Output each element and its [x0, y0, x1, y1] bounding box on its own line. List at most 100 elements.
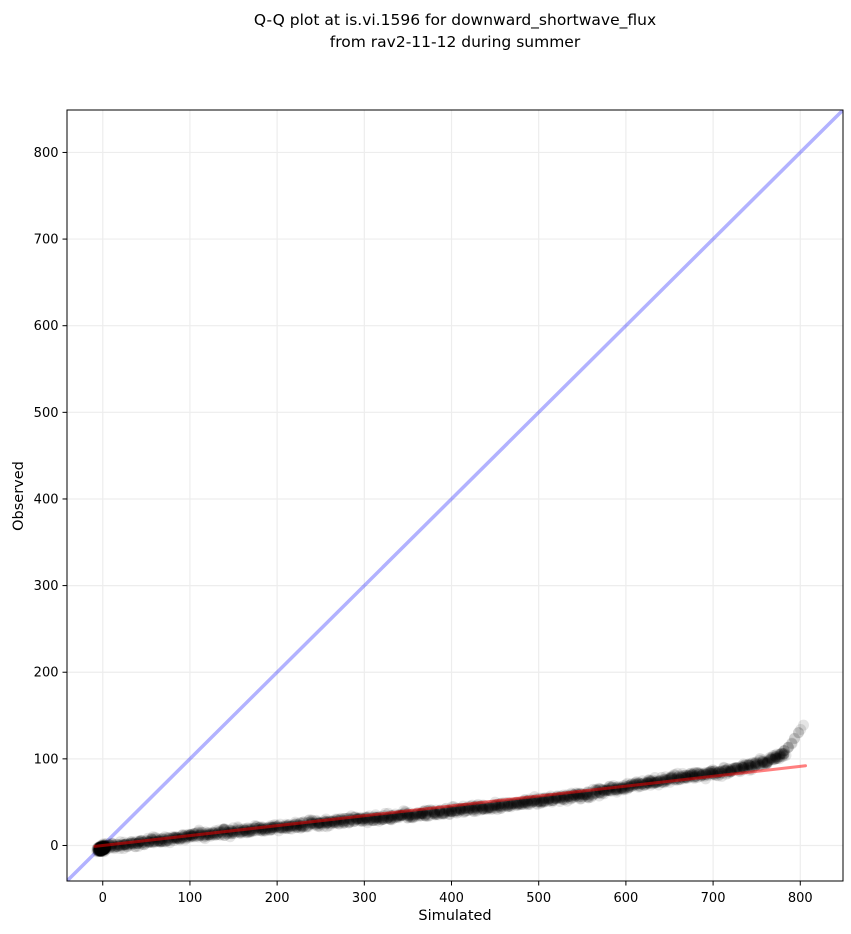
data-point	[95, 845, 107, 857]
data-point	[502, 798, 514, 810]
x-tick-label: 0	[99, 891, 107, 906]
data-point	[457, 804, 468, 816]
data-point	[324, 820, 336, 832]
data-point	[757, 755, 769, 767]
chart-title: Q-Q plot at is.vi.1596 for downward_shor…	[67, 9, 843, 53]
data-point	[737, 762, 749, 773]
data-point	[761, 756, 773, 768]
data-point	[314, 821, 326, 833]
data-point	[130, 841, 142, 853]
data-point	[762, 755, 774, 767]
x-tick-label: 200	[265, 891, 290, 906]
data-point	[770, 751, 782, 763]
data-point	[480, 801, 492, 813]
x-tick-label: 400	[439, 891, 464, 906]
data-point	[118, 843, 130, 855]
data-point	[513, 797, 525, 809]
data-point	[758, 757, 770, 769]
data-point	[422, 810, 434, 822]
data-point	[789, 732, 801, 744]
data-point	[377, 813, 389, 825]
data-point	[433, 809, 445, 821]
data-point	[476, 803, 488, 815]
data-point	[598, 788, 610, 800]
data-point	[375, 814, 387, 826]
data-point	[333, 818, 345, 830]
data-point	[430, 808, 442, 820]
data-point	[745, 760, 757, 772]
data-point	[384, 813, 396, 825]
data-point	[376, 814, 388, 826]
data-point	[461, 805, 473, 817]
data-point	[114, 843, 126, 854]
data-point	[489, 800, 501, 812]
data-point	[707, 765, 719, 777]
data-point	[98, 844, 110, 856]
data-point	[528, 796, 540, 807]
data-point	[490, 800, 502, 812]
data-point	[521, 797, 533, 809]
data-point	[504, 800, 516, 812]
data-point	[554, 793, 566, 805]
data-point	[743, 758, 755, 770]
data-point	[788, 733, 800, 745]
data-point	[743, 759, 754, 771]
data-point	[389, 811, 401, 823]
data-point	[773, 751, 785, 763]
y-tick-label: 600	[34, 319, 59, 334]
data-point	[778, 750, 790, 762]
data-point	[550, 793, 562, 805]
data-point	[438, 808, 450, 820]
x-tick-label: 100	[178, 891, 203, 906]
data-point	[765, 752, 777, 764]
data-point	[391, 812, 403, 824]
data-point	[546, 795, 558, 807]
data-point	[302, 821, 314, 833]
data-point	[516, 798, 527, 810]
data-point	[778, 748, 790, 759]
data-point	[385, 812, 397, 824]
y-axis-label: Observed	[11, 461, 27, 531]
data-point	[677, 767, 689, 779]
data-point	[373, 815, 385, 827]
data-point	[764, 753, 776, 765]
data-point	[413, 810, 425, 822]
data-point	[359, 815, 371, 827]
data-point	[409, 809, 421, 821]
data-point	[96, 844, 108, 856]
data-point	[362, 817, 374, 829]
data-point	[476, 801, 488, 813]
data-point	[373, 813, 385, 825]
data-point	[477, 803, 489, 815]
data-point	[566, 791, 578, 803]
data-point	[769, 749, 781, 761]
data-point	[429, 807, 441, 819]
data-point	[747, 761, 759, 773]
data-point	[719, 764, 731, 776]
data-point	[362, 815, 374, 827]
data-point	[510, 799, 522, 811]
data-point	[671, 767, 683, 779]
data-point	[691, 767, 703, 779]
data-point	[546, 796, 558, 808]
data-point	[338, 817, 350, 829]
data-point	[96, 844, 108, 856]
data-point	[475, 801, 487, 813]
data-point	[99, 845, 111, 856]
data-point	[759, 757, 771, 769]
data-point	[557, 793, 569, 805]
data-point	[422, 810, 434, 821]
data-point	[487, 803, 499, 815]
data-point	[495, 803, 507, 814]
data-point	[381, 812, 393, 824]
data-point	[743, 759, 755, 771]
data-point	[94, 845, 106, 857]
data-point	[450, 805, 462, 817]
data-point	[749, 757, 761, 769]
data-point	[754, 753, 766, 764]
data-point	[410, 810, 422, 822]
data-point	[443, 805, 455, 817]
data-point	[443, 806, 455, 818]
data-point	[450, 804, 462, 816]
data-point	[542, 796, 554, 807]
